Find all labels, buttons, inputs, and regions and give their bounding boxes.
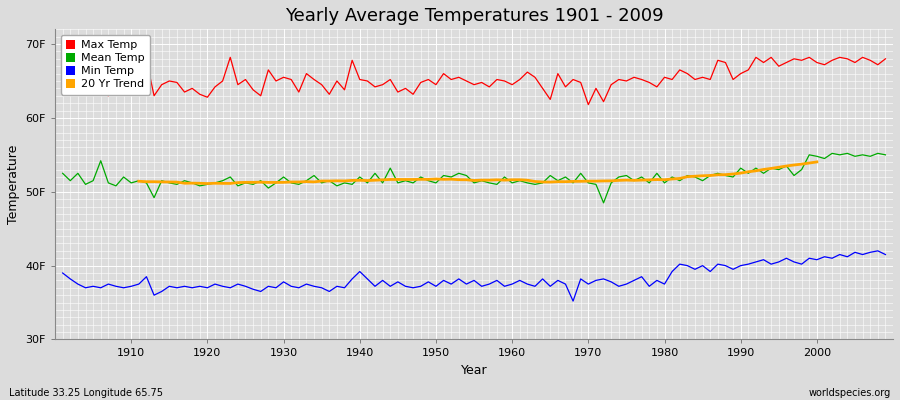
Title: Yearly Average Temperatures 1901 - 2009: Yearly Average Temperatures 1901 - 2009 <box>284 7 663 25</box>
Text: worldspecies.org: worldspecies.org <box>809 388 891 398</box>
Text: Latitude 33.25 Longitude 65.75: Latitude 33.25 Longitude 65.75 <box>9 388 163 398</box>
Legend: Max Temp, Mean Temp, Min Temp, 20 Yr Trend: Max Temp, Mean Temp, Min Temp, 20 Yr Tre… <box>60 35 149 95</box>
X-axis label: Year: Year <box>461 364 488 377</box>
Y-axis label: Temperature: Temperature <box>7 145 20 224</box>
